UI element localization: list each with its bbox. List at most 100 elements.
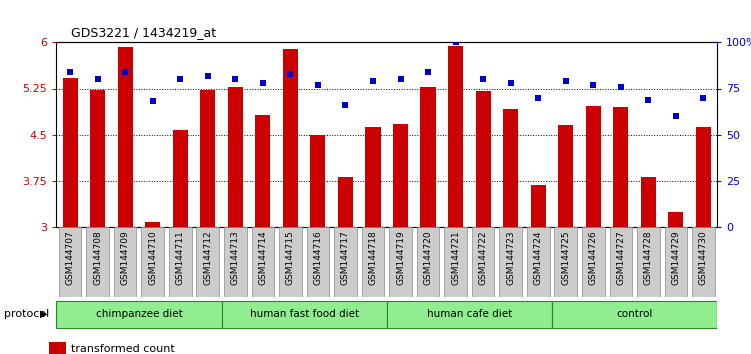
Text: GSM144730: GSM144730 <box>699 230 708 285</box>
FancyBboxPatch shape <box>637 227 659 297</box>
Text: control: control <box>617 309 653 319</box>
Text: GSM144717: GSM144717 <box>341 230 350 285</box>
FancyBboxPatch shape <box>499 227 522 297</box>
Text: GSM144709: GSM144709 <box>121 230 130 285</box>
Text: GSM144720: GSM144720 <box>424 230 433 285</box>
FancyBboxPatch shape <box>334 227 357 297</box>
Point <box>312 82 324 88</box>
Text: GSM144725: GSM144725 <box>561 230 570 285</box>
Point <box>64 69 76 75</box>
Text: GSM144724: GSM144724 <box>534 230 543 285</box>
Bar <box>255 115 270 227</box>
FancyBboxPatch shape <box>306 227 329 297</box>
Point <box>394 76 406 82</box>
Point <box>477 76 489 82</box>
Bar <box>531 185 546 227</box>
FancyBboxPatch shape <box>472 227 494 297</box>
Text: GSM144713: GSM144713 <box>231 230 240 285</box>
FancyBboxPatch shape <box>554 227 577 297</box>
Bar <box>228 87 243 227</box>
FancyBboxPatch shape <box>445 227 467 297</box>
Bar <box>614 107 629 227</box>
Bar <box>668 212 683 227</box>
Text: GDS3221 / 1434219_at: GDS3221 / 1434219_at <box>71 26 216 39</box>
Text: GSM144707: GSM144707 <box>65 230 74 285</box>
Text: GSM144728: GSM144728 <box>644 230 653 285</box>
Bar <box>62 78 77 227</box>
Bar <box>366 127 381 227</box>
Point <box>670 113 682 119</box>
Point <box>559 78 572 84</box>
FancyBboxPatch shape <box>169 227 192 297</box>
Text: GSM144711: GSM144711 <box>176 230 185 285</box>
Bar <box>641 177 656 227</box>
FancyBboxPatch shape <box>114 227 137 297</box>
Text: GSM144708: GSM144708 <box>93 230 102 285</box>
Point <box>422 69 434 75</box>
Point <box>532 95 544 101</box>
Point <box>505 80 517 86</box>
FancyBboxPatch shape <box>527 227 550 297</box>
FancyBboxPatch shape <box>362 227 385 297</box>
Text: GSM144722: GSM144722 <box>478 230 487 285</box>
FancyBboxPatch shape <box>692 227 715 297</box>
FancyBboxPatch shape <box>552 301 717 328</box>
FancyBboxPatch shape <box>279 227 302 297</box>
Text: ▶: ▶ <box>40 309 47 319</box>
Point <box>339 102 351 108</box>
Bar <box>283 48 298 227</box>
Text: GSM144710: GSM144710 <box>148 230 157 285</box>
Point <box>285 71 297 76</box>
Point <box>174 76 186 82</box>
Bar <box>145 222 160 227</box>
FancyBboxPatch shape <box>389 227 412 297</box>
Text: protocol: protocol <box>4 309 49 319</box>
FancyBboxPatch shape <box>59 227 81 297</box>
FancyBboxPatch shape <box>86 227 109 297</box>
Point <box>146 98 158 104</box>
Point <box>587 82 599 88</box>
FancyBboxPatch shape <box>610 227 632 297</box>
Text: GSM144716: GSM144716 <box>313 230 322 285</box>
Point <box>698 95 710 101</box>
Bar <box>393 124 408 227</box>
Bar <box>338 177 353 227</box>
FancyBboxPatch shape <box>387 301 552 328</box>
Text: human cafe diet: human cafe diet <box>427 309 512 319</box>
Point <box>367 78 379 84</box>
FancyBboxPatch shape <box>197 227 219 297</box>
FancyBboxPatch shape <box>417 227 439 297</box>
Text: GSM144729: GSM144729 <box>671 230 680 285</box>
Bar <box>475 91 490 227</box>
FancyBboxPatch shape <box>141 227 164 297</box>
FancyBboxPatch shape <box>252 227 274 297</box>
Text: GSM144726: GSM144726 <box>589 230 598 285</box>
Text: GSM144723: GSM144723 <box>506 230 515 285</box>
Bar <box>90 90 105 227</box>
Bar <box>118 47 133 227</box>
Text: GSM144712: GSM144712 <box>204 230 213 285</box>
FancyBboxPatch shape <box>224 227 246 297</box>
Point <box>92 76 104 82</box>
Bar <box>49 342 66 354</box>
Text: GSM144715: GSM144715 <box>286 230 295 285</box>
Text: GSM144721: GSM144721 <box>451 230 460 285</box>
Text: chimpanzee diet: chimpanzee diet <box>95 309 182 319</box>
Point <box>450 40 462 45</box>
FancyBboxPatch shape <box>222 301 387 328</box>
Bar <box>503 109 518 227</box>
Bar <box>558 125 573 227</box>
Bar <box>586 106 601 227</box>
FancyBboxPatch shape <box>582 227 605 297</box>
Point <box>257 80 269 86</box>
Point <box>615 84 627 90</box>
Point <box>642 97 654 102</box>
Text: GSM144718: GSM144718 <box>369 230 378 285</box>
Bar <box>696 127 711 227</box>
Text: GSM144719: GSM144719 <box>396 230 405 285</box>
FancyBboxPatch shape <box>56 301 222 328</box>
Text: human fast food diet: human fast food diet <box>249 309 359 319</box>
Point <box>229 76 241 82</box>
Text: GSM144714: GSM144714 <box>258 230 267 285</box>
Point <box>119 69 131 75</box>
